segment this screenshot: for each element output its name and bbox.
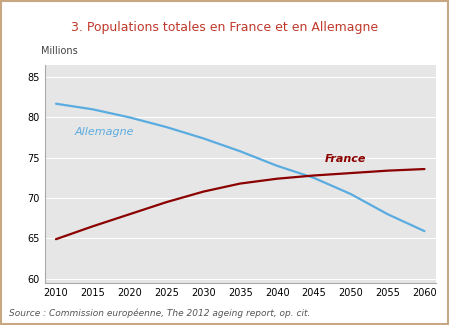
Text: France: France — [325, 154, 366, 164]
Text: 3. Populations totales en France et en Allemagne: 3. Populations totales en France et en A… — [71, 21, 378, 34]
Text: Allemagne: Allemagne — [75, 127, 134, 137]
Text: Source : Commission européenne, The 2012 ageing report, op. cit.: Source : Commission européenne, The 2012… — [9, 308, 310, 318]
Text: Millions: Millions — [41, 46, 78, 56]
